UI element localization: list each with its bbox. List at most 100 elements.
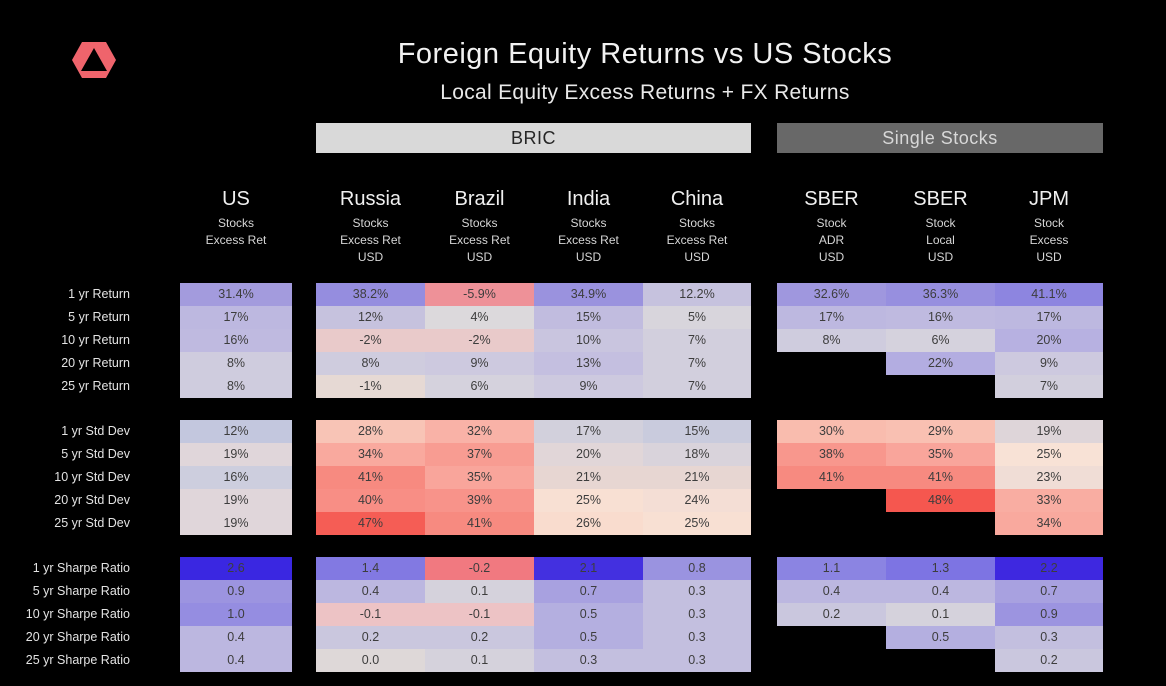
column-name: India [566, 188, 611, 210]
heatmap-cell-brazil: 0.2 [425, 626, 534, 649]
column-subtitle: USD [1036, 250, 1062, 264]
heatmap-cell-brazil: -0.1 [425, 603, 534, 626]
heatmap-cell-brazil: 9% [425, 352, 534, 375]
row-label: 20 yr Sharpe Ratio [25, 630, 130, 644]
group-header-single-stocks: Single Stocks [777, 123, 1103, 153]
row-label: 1 yr Std Dev [61, 424, 130, 438]
row-label: 10 yr Std Dev [54, 470, 130, 484]
heatmap-cell-us: 17% [180, 306, 292, 329]
row-label: 20 yr Std Dev [54, 493, 130, 507]
heatmap-cell-jpm: 0.9 [995, 603, 1103, 626]
heatmap-cell-sber_local: 41% [886, 466, 995, 489]
column-subtitle: Excess Ret [449, 233, 510, 247]
heatmap-cell-brazil: 6% [425, 375, 534, 398]
heatmap-cell-india: 15% [534, 306, 643, 329]
heatmap-cell-russia: 47% [316, 512, 425, 535]
column-subtitle: USD [927, 250, 954, 264]
heatmap-cell-russia: 12% [316, 306, 425, 329]
heatmap-cell-brazil: 0.1 [425, 649, 534, 672]
heatmap-cell-india: 10% [534, 329, 643, 352]
heatmap-cell-china: 18% [643, 443, 751, 466]
row-label: 25 yr Std Dev [54, 516, 130, 530]
heatmap-cell-china: 21% [643, 466, 751, 489]
heatmap-cell-india: 26% [534, 512, 643, 535]
row-label: 1 yr Return [68, 287, 130, 301]
heatmap-cell-china: 12.2% [643, 283, 751, 306]
heatmap-cell-brazil: -0.2 [425, 557, 534, 580]
heatmap-cell-sber_local: 0.1 [886, 603, 995, 626]
row-label: 20 yr Return [61, 356, 130, 370]
column-subtitle: Stocks [461, 216, 498, 230]
heatmap-cell-brazil: 41% [425, 512, 534, 535]
heatmap-cell-brazil: 0.1 [425, 580, 534, 603]
heatmap-cell-us: 31.4% [180, 283, 292, 306]
heatmap-cell-jpm: 0.3 [995, 626, 1103, 649]
heatmap-cell-sber_local: 22% [886, 352, 995, 375]
heatmap-cell-india: 20% [534, 443, 643, 466]
column-subtitle: ADR [818, 233, 845, 247]
column-name: SBER [804, 188, 859, 210]
heatmap-cell-sber_local: 1.3 [886, 557, 995, 580]
column-name: Russia [339, 188, 402, 210]
heatmap-cell-sber_adr: 17% [777, 306, 886, 329]
row-label: 10 yr Sharpe Ratio [25, 607, 130, 621]
heatmap-cell-us: 12% [180, 420, 292, 443]
heatmap-cell-china: 0.8 [643, 557, 751, 580]
heatmap-cell-brazil: 32% [425, 420, 534, 443]
heatmap-cell-russia: 34% [316, 443, 425, 466]
heatmap-cell-jpm: 0.2 [995, 649, 1103, 672]
column-header-china: China Stocks Excess Ret USD [643, 186, 751, 266]
heatmap-cell-brazil: 35% [425, 466, 534, 489]
heatmap-cell-russia: 1.4 [316, 557, 425, 580]
heatmap-cell-sber_local: 29% [886, 420, 995, 443]
heatmap-cell-china: 7% [643, 352, 751, 375]
heatmap-cell-russia: 8% [316, 352, 425, 375]
column-subtitle: USD [466, 250, 493, 264]
heatmap-cell-jpm: 25% [995, 443, 1103, 466]
column-subtitle: Excess Ret [340, 233, 401, 247]
heatmap-cell-sber_local: 36.3% [886, 283, 995, 306]
page-title: Foreign Equity Returns vs US Stocks [397, 38, 893, 70]
group-header-bric: BRIC [316, 123, 751, 153]
heatmap-cell-jpm: 7% [995, 375, 1103, 398]
heatmap-cell-us: 2.6 [180, 557, 292, 580]
brand-logo-hexagon-icon [71, 41, 117, 84]
column-subtitle: USD [357, 250, 384, 264]
column-header-us: US Stocks Excess Ret [180, 186, 292, 249]
heatmap-cell-sber_adr: 1.1 [777, 557, 886, 580]
column-subtitle: USD [684, 250, 710, 264]
column-subtitle: Stocks [352, 216, 389, 230]
heatmap-cell-sber_local: 35% [886, 443, 995, 466]
heatmap-cell-india: 0.5 [534, 626, 643, 649]
heatmap-cell-russia: 40% [316, 489, 425, 512]
heatmap-cell-india: 0.7 [534, 580, 643, 603]
heatmap-cell-jpm: 33% [995, 489, 1103, 512]
row-label: 25 yr Return [61, 379, 130, 393]
heatmap-cell-china: 0.3 [643, 649, 751, 672]
heatmap-cell-russia: 28% [316, 420, 425, 443]
heatmap-cell-us: 1.0 [180, 603, 292, 626]
heatmap-cell-india: 0.5 [534, 603, 643, 626]
column-header-india: India Stocks Excess Ret USD [534, 186, 643, 266]
heatmap-cell-china: 0.3 [643, 626, 751, 649]
heatmap-cell-russia: 0.0 [316, 649, 425, 672]
heatmap-cell-sber_adr: 0.2 [777, 603, 886, 626]
heatmap-cell-us: 16% [180, 466, 292, 489]
heatmap-cell-china: 25% [643, 512, 751, 535]
heatmap-cell-india: 25% [534, 489, 643, 512]
heatmap-cell-sber_adr: 38% [777, 443, 886, 466]
column-subtitle: Excess Ret [666, 233, 728, 247]
heatmap-cell-sber_local: 48% [886, 489, 995, 512]
column-subtitle: Excess [1029, 233, 1069, 247]
heatmap-cell-india: 9% [534, 375, 643, 398]
column-name: JPM [1029, 188, 1069, 210]
heatmap-cell-russia: 0.4 [316, 580, 425, 603]
column-subtitle: USD [818, 250, 845, 264]
heatmap-cell-china: 7% [643, 375, 751, 398]
heatmap-cell-russia: -2% [316, 329, 425, 352]
heatmap-cell-india: 0.3 [534, 649, 643, 672]
row-label: 25 yr Sharpe Ratio [25, 653, 130, 667]
heatmap-cell-jpm: 17% [995, 306, 1103, 329]
heatmap-cell-us: 19% [180, 489, 292, 512]
column-name: US [222, 188, 250, 210]
